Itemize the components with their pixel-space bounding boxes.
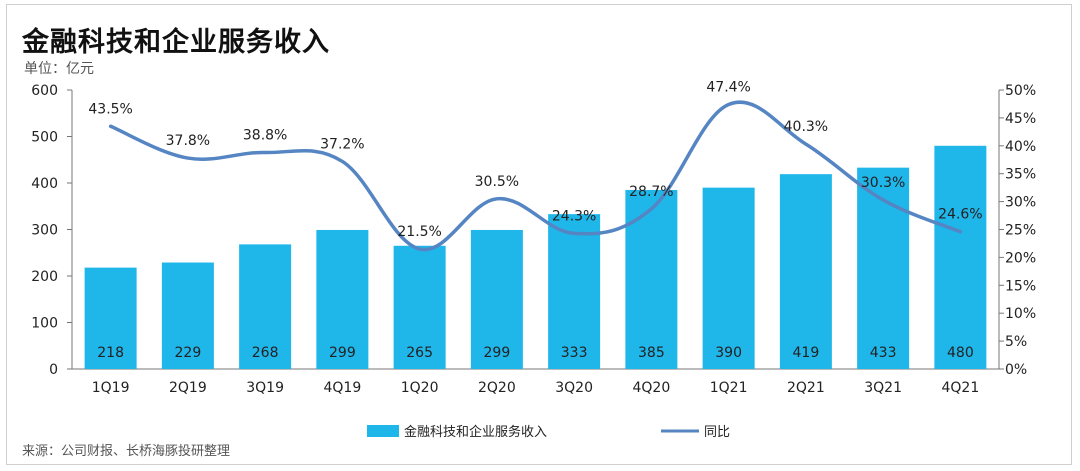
yoy-value-label: 30.5% <box>475 174 519 190</box>
bar-value-label: 268 <box>252 345 279 361</box>
bar-1Q19 <box>84 267 137 369</box>
right-tick-label: 15% <box>1005 278 1036 294</box>
left-axis-ticks: 0 100 200 300 400 500 600 <box>31 83 72 378</box>
x-tick-label: 1Q21 <box>710 380 748 396</box>
bar-3Q21 <box>857 167 910 369</box>
x-axis-ticks: 1Q19 2Q19 3Q19 4Q19 1Q20 2Q20 3Q20 4Q20 1Q21 2Q21… <box>92 380 980 396</box>
right-tick-label: 10% <box>1005 306 1036 322</box>
bar-1Q21 <box>702 187 755 369</box>
yoy-value-label: 24.3% <box>552 208 596 224</box>
x-tick-label: 4Q20 <box>633 380 671 396</box>
legend-label-bar: 金融科技和企业服务收入 <box>404 424 547 440</box>
bar-3Q20 <box>548 214 601 369</box>
line-series: 43.5% 37.8% 38.8% 37.2% 21.5% 30.5% 24.3% 28.7%… <box>88 80 983 252</box>
bar-value-label: 480 <box>947 345 974 361</box>
legend: 金融科技和企业服务收入 同比 <box>367 424 730 440</box>
yoy-value-label: 30.3% <box>861 175 905 191</box>
bar-2Q19 <box>161 262 214 369</box>
left-tick-label: 500 <box>31 130 58 146</box>
bar-value-label: 433 <box>870 345 897 361</box>
x-tick-label: 1Q20 <box>401 380 439 396</box>
yoy-value-label: 37.2% <box>320 136 364 152</box>
yoy-line <box>108 100 963 252</box>
yoy-value-label: 38.8% <box>243 127 287 143</box>
bar-value-label: 218 <box>97 345 124 361</box>
right-tick-label: 40% <box>1005 139 1036 155</box>
x-tick-label: 4Q19 <box>324 380 362 396</box>
right-tick-label: 25% <box>1005 223 1036 239</box>
left-tick-label: 600 <box>31 83 58 99</box>
bar-2Q21 <box>779 174 832 369</box>
x-tick-label: 3Q20 <box>555 380 593 396</box>
right-tick-label: 45% <box>1005 111 1036 127</box>
bar-2Q20 <box>470 229 523 369</box>
x-tick-label: 3Q19 <box>246 380 284 396</box>
bar-3Q19 <box>239 244 292 369</box>
unit-label: 单位：亿元 <box>24 61 94 77</box>
left-tick-label: 400 <box>31 176 58 192</box>
bar-value-label: 419 <box>793 345 820 361</box>
x-tick-label: 2Q19 <box>169 380 207 396</box>
bar-value-label: 265 <box>406 345 433 361</box>
yoy-value-label: 28.7% <box>629 184 673 200</box>
x-tick-label: 3Q21 <box>864 380 902 396</box>
yoy-value-label: 43.5% <box>88 101 132 117</box>
right-tick-label: 5% <box>1005 334 1027 350</box>
bar-4Q19 <box>316 229 369 369</box>
right-tick-label: 35% <box>1005 167 1036 183</box>
x-tick-label: 2Q21 <box>787 380 825 396</box>
yoy-value-label: 37.8% <box>166 133 210 149</box>
right-tick-label: 30% <box>1005 195 1036 211</box>
left-tick-label: 300 <box>31 223 58 239</box>
x-tick-label: 4Q21 <box>942 380 980 396</box>
right-axis-ticks: 0% 5% 10% 15% 20% 25% 30% 35% 40% 45% 50% <box>999 83 1036 378</box>
bar-value-label: 229 <box>175 345 202 361</box>
x-tick-label: 1Q19 <box>92 380 130 396</box>
bar-value-label: 299 <box>484 345 511 361</box>
left-tick-label: 200 <box>31 269 58 285</box>
bar-4Q21 <box>934 145 987 369</box>
legend-label-line: 同比 <box>704 425 730 440</box>
legend-swatch-bar <box>367 425 399 437</box>
right-tick-label: 20% <box>1005 250 1036 266</box>
yoy-value-label: 21.5% <box>397 224 441 240</box>
x-tick-label: 2Q20 <box>478 380 516 396</box>
left-tick-label: 0 <box>49 362 58 378</box>
chart-title: 金融科技和企业服务收入 <box>22 27 330 58</box>
right-tick-label: 50% <box>1005 83 1036 99</box>
bar-value-label: 333 <box>561 345 588 361</box>
bar-1Q20 <box>393 245 446 369</box>
bar-value-label: 299 <box>329 345 356 361</box>
chart-frame <box>6 4 1072 465</box>
yoy-value-label: 47.4% <box>706 80 750 96</box>
bar-value-label: 390 <box>715 345 742 361</box>
yoy-value-label: 40.3% <box>784 119 828 135</box>
yoy-value-label: 24.6% <box>938 207 982 223</box>
bar-4Q20 <box>625 189 678 369</box>
left-tick-label: 100 <box>31 316 58 332</box>
right-tick-label: 0% <box>1005 362 1027 378</box>
bar-series: 218 229 268 299 265 299 333 385 390 419 433 480 <box>84 145 987 369</box>
source-note: 来源：公司财报、长桥海豚投研整理 <box>22 444 231 459</box>
bar-value-label: 385 <box>638 345 665 361</box>
